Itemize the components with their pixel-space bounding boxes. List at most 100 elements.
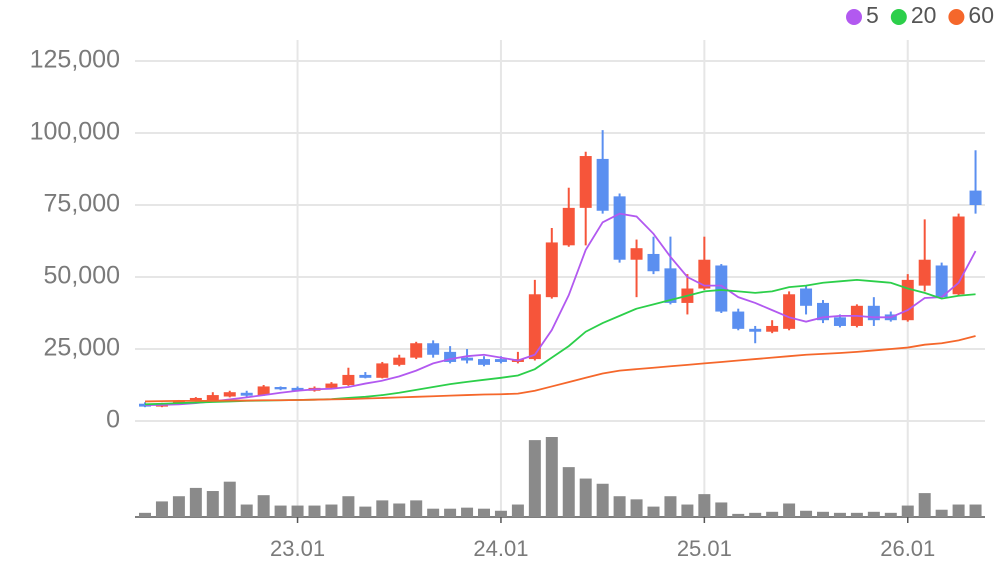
volume-bar (766, 511, 779, 517)
y-tick-label: 75,000 (44, 190, 120, 218)
volume-bar (223, 481, 236, 517)
volume-bar (511, 504, 524, 517)
x-tick-label: 26.01 (880, 536, 935, 561)
volume-bar (715, 502, 728, 517)
volume-bar (664, 496, 677, 517)
candle-body (918, 259, 931, 286)
candle-body (732, 311, 745, 329)
candle-body (206, 395, 219, 401)
y-tick-label: 100,000 (30, 118, 120, 146)
volume-bar (444, 508, 457, 517)
volume-bar (952, 504, 965, 517)
volume-bar (647, 506, 660, 517)
candle-body (393, 357, 406, 365)
volume-bar (376, 500, 389, 517)
grid (135, 40, 985, 517)
candle-body (783, 294, 796, 329)
ma-line (144, 278, 976, 406)
candle-body (766, 325, 779, 332)
volume-bar (613, 496, 626, 517)
volume-bar (240, 504, 253, 517)
legend-label: 5 (866, 2, 879, 28)
candle-body (494, 359, 507, 362)
candle-body (291, 387, 304, 391)
volume-bar (817, 511, 829, 517)
candle-body (444, 351, 457, 362)
candle-body (630, 248, 643, 260)
volume-bar (867, 511, 880, 517)
candle-body (427, 343, 440, 355)
volume-bar (206, 491, 219, 517)
candle-body (274, 387, 287, 390)
volume-bar (901, 505, 914, 517)
y-tick-label: 0 (106, 406, 120, 434)
volume-bar (478, 508, 490, 517)
volume-bar (139, 512, 151, 517)
volume-bar (918, 493, 931, 517)
candle-body (715, 265, 728, 312)
candle-body (952, 216, 965, 295)
legend-marker (846, 9, 863, 25)
candle-body (342, 374, 355, 385)
volume-bar (884, 512, 897, 517)
x-tick-label: 25.01 (677, 536, 732, 561)
candle-body (664, 268, 677, 303)
candle-body (410, 343, 423, 358)
candle-body (257, 386, 270, 396)
legend-marker (948, 9, 965, 25)
volume-bar (494, 510, 507, 517)
volume-bar (427, 508, 440, 517)
candle-body (528, 294, 541, 360)
volume-bar (800, 510, 813, 517)
candle-body (969, 190, 982, 205)
volume-bar (833, 512, 846, 517)
volume-bar (969, 504, 982, 517)
candle-body (579, 156, 592, 208)
candle-body (698, 259, 711, 289)
candle-body (325, 383, 338, 388)
volume-bar (189, 487, 202, 517)
volume-bar (461, 507, 474, 517)
volume-bar (342, 496, 355, 517)
volume-bar (630, 499, 643, 517)
candle-body (749, 328, 762, 332)
candle-body (647, 253, 660, 272)
volume-bar (850, 512, 863, 517)
volume-bar (393, 503, 406, 517)
volume-bar (562, 467, 575, 517)
volume-bar (410, 500, 423, 517)
candle-body (223, 392, 236, 397)
y-tick-label: 125,000 (30, 46, 120, 74)
legend-label: 60 (968, 2, 994, 28)
volume-bar (935, 509, 948, 517)
candle-body (562, 207, 575, 246)
volume-bar (274, 505, 287, 517)
volume-bar (732, 513, 745, 517)
volume-bar (257, 495, 270, 517)
x-tick-label: 24.01 (473, 536, 528, 561)
candle-body (596, 158, 609, 211)
candle-body (800, 288, 813, 306)
volume-bar (783, 503, 796, 517)
volume-bar (291, 505, 304, 517)
candle-body (545, 242, 558, 298)
candle-body (376, 363, 389, 378)
x-tick-label: 23.01 (270, 536, 325, 561)
candle-body (189, 397, 202, 401)
candle-body (461, 357, 474, 361)
volume-bar (545, 437, 558, 517)
volume-bar (596, 483, 609, 517)
ma-line (144, 212, 977, 407)
candle-body (613, 196, 626, 260)
volume-bar (528, 440, 541, 517)
legend-marker (890, 9, 907, 25)
y-tick-label: 25,000 (44, 334, 120, 362)
volume-bar (172, 496, 185, 517)
volume-bar (681, 504, 694, 517)
volume-bar (155, 501, 168, 517)
volume-bar (579, 478, 592, 517)
ma-line (144, 335, 976, 403)
candle-body (817, 302, 829, 321)
